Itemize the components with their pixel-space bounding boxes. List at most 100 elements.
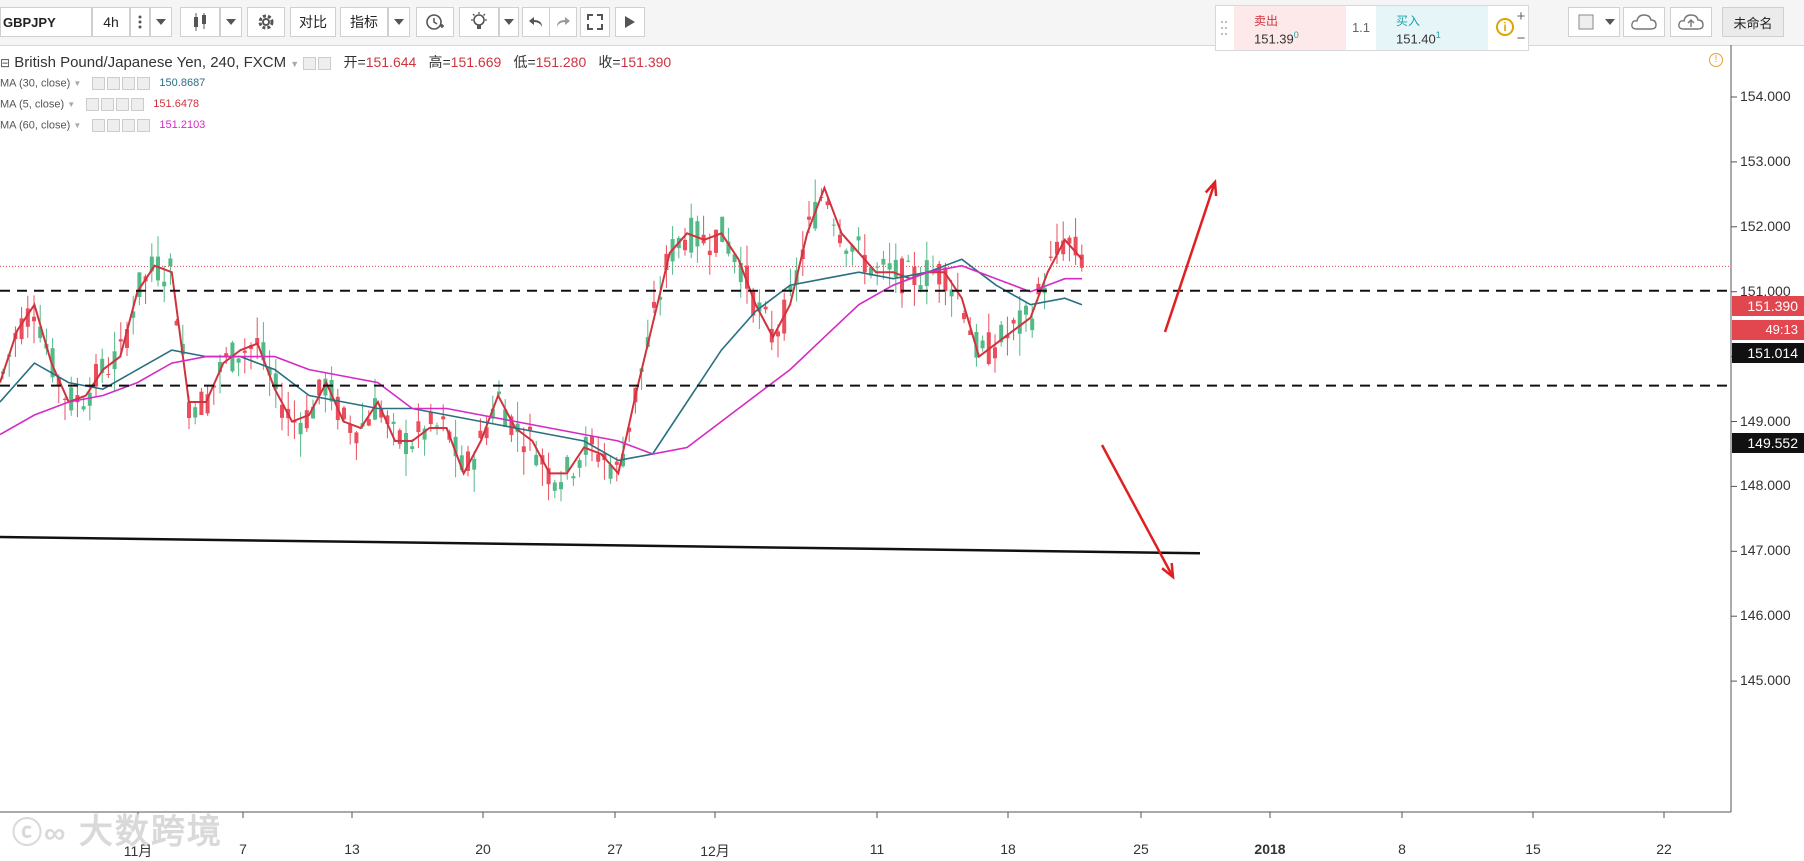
candle-body	[428, 411, 433, 425]
lot-plus-button[interactable]: +	[1516, 8, 1526, 25]
legend-main-row: ⊟ British Pound/Japanese Yen, 240, FXCM …	[0, 52, 671, 72]
candle-body	[490, 408, 495, 419]
alert-clock-icon[interactable]	[416, 7, 454, 37]
layout-name-button[interactable]: 未命名	[1722, 7, 1784, 37]
time-tick-label: 27	[607, 841, 623, 857]
lot-minus-button[interactable]: −	[1516, 30, 1526, 47]
ma60-close-icon[interactable]	[137, 119, 151, 132]
candle-body	[453, 436, 458, 457]
ma60-dropdown-icon[interactable]: ▼	[73, 121, 82, 131]
price-tick-label: 147.000	[1740, 542, 1791, 559]
collapse-legend-icon[interactable]: ⊟	[0, 56, 11, 70]
legend-ma60-row[interactable]: MA (60, close) ▼ 151.2103	[0, 119, 205, 132]
candle-body	[862, 254, 867, 273]
ma5-add-icon[interactable]	[116, 98, 130, 111]
time-tick-label: 18	[1000, 841, 1016, 857]
ma30-close-icon[interactable]	[137, 77, 151, 90]
ma5-settings-icon[interactable]	[101, 98, 115, 111]
candle-style-icon[interactable]	[180, 7, 220, 37]
candle-body	[757, 302, 762, 312]
candle-body	[50, 348, 55, 378]
candle-body	[118, 339, 123, 342]
candle-body	[323, 378, 328, 396]
cloud-load-icon[interactable]	[1623, 7, 1665, 37]
legend-close-value: 151.390	[620, 54, 672, 70]
ma5-close-icon[interactable]	[131, 98, 145, 111]
candle-body	[825, 201, 830, 206]
ma60-eye-icon[interactable]	[92, 119, 106, 132]
redo-icon[interactable]	[549, 7, 577, 37]
chart-warning-icon[interactable]: !	[1709, 53, 1723, 67]
candle-body	[304, 410, 309, 429]
legend-eye-icon[interactable]	[303, 56, 317, 70]
candle-body	[137, 272, 142, 298]
candle-body	[1024, 305, 1028, 315]
time-tick-label: 2018	[1254, 841, 1286, 857]
interval-button[interactable]: 4h	[92, 7, 130, 37]
price-tick-label: 152.000	[1740, 217, 1791, 234]
candle-body	[732, 254, 737, 263]
interval-dropdown-icon[interactable]	[150, 7, 172, 37]
ma5-eye-icon[interactable]	[86, 98, 100, 111]
cloud-save-icon[interactable]	[1670, 7, 1712, 37]
indicators-dropdown-icon[interactable]	[388, 7, 410, 37]
time-tick-label: 13	[344, 841, 360, 857]
indicators-button[interactable]: 指标	[340, 7, 388, 37]
candle-body	[559, 482, 563, 490]
layout-dropdown-icon[interactable]	[1600, 7, 1620, 37]
interval-label: 4h	[103, 14, 119, 30]
buy-button[interactable]: 买入 151.401	[1376, 6, 1488, 50]
ma30-label: MA (30, close)	[0, 77, 71, 90]
candle-body	[1048, 256, 1053, 258]
candle-body	[205, 394, 210, 414]
play-replay-icon[interactable]	[615, 7, 645, 37]
ideas-dropdown-icon[interactable]	[499, 7, 519, 37]
candle-body	[410, 446, 415, 449]
ma60-settings-icon[interactable]	[107, 119, 121, 132]
trade-info-icon[interactable]: i	[1496, 18, 1514, 36]
candle-body	[869, 267, 873, 276]
candle-body	[81, 406, 86, 410]
legend-ma5-row[interactable]: MA (5, close) ▼ 151.6478	[0, 98, 199, 111]
down-arrow-head	[1161, 562, 1175, 580]
ma30-eye-icon[interactable]	[92, 77, 106, 90]
candle-body	[280, 404, 284, 418]
candle-body	[32, 316, 36, 322]
candle-body	[664, 253, 669, 271]
candle-body	[156, 256, 160, 281]
symbol-search-input[interactable]: GBPJPY	[0, 7, 92, 37]
candle-body	[63, 398, 67, 400]
candle-body	[106, 373, 111, 375]
candle-body	[912, 266, 917, 286]
ma60-add-icon[interactable]	[122, 119, 136, 132]
undo-icon[interactable]	[522, 7, 550, 37]
candle-body	[856, 236, 861, 241]
buy-label: 买入	[1396, 14, 1421, 28]
settings-gear-icon[interactable]	[247, 7, 285, 37]
sell-button[interactable]: 卖出 151.390	[1234, 6, 1346, 50]
layout-icon[interactable]	[1568, 7, 1604, 37]
chart-style-dropdown-icon[interactable]	[220, 7, 242, 37]
candle-body	[19, 318, 24, 340]
interval-menu-icon[interactable]	[130, 7, 150, 37]
ma30-add-icon[interactable]	[122, 77, 136, 90]
price-chart[interactable]	[0, 45, 1804, 857]
drag-handle-icon[interactable]	[1220, 20, 1228, 36]
candle-body	[199, 391, 204, 415]
candle-body	[695, 221, 700, 247]
candle-body	[726, 241, 731, 254]
ma5-dropdown-icon[interactable]: ▼	[67, 100, 76, 110]
legend-settings-icon[interactable]	[318, 56, 332, 70]
legend-dropdown-icon[interactable]: ▼	[290, 59, 300, 69]
ideas-bulb-icon[interactable]	[459, 7, 499, 37]
ma5-label: MA (5, close)	[0, 98, 65, 111]
fullscreen-icon[interactable]	[580, 7, 610, 37]
legend-ma30-row[interactable]: MA (30, close) ▼ 150.8687	[0, 77, 205, 90]
compare-button[interactable]: 对比	[290, 7, 336, 37]
candle-body	[224, 353, 229, 356]
spread-value: 1.1	[1351, 20, 1371, 35]
legend-close-label: 收=	[598, 54, 621, 70]
ma30-dropdown-icon[interactable]: ▼	[73, 79, 82, 89]
candle-body	[943, 267, 948, 292]
ma30-settings-icon[interactable]	[107, 77, 121, 90]
